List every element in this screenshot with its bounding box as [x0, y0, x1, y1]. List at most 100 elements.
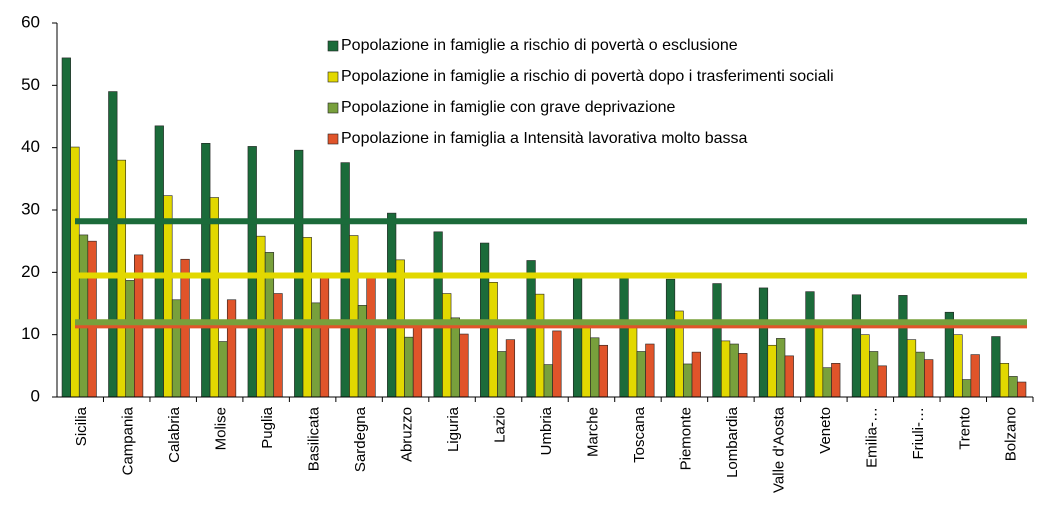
bar: [999, 363, 1010, 398]
y-tick-label: 60: [21, 12, 40, 31]
bar: [256, 235, 266, 398]
bar: [683, 363, 693, 398]
x-tick-label: Trento: [956, 407, 973, 450]
x-tick-label: Toscana: [631, 406, 648, 463]
bar: [171, 299, 182, 398]
bar: [163, 195, 173, 398]
bar: [70, 146, 80, 398]
legend-swatch: [327, 71, 339, 83]
bar: [991, 336, 1001, 398]
bar: [831, 363, 841, 398]
bar: [366, 277, 376, 398]
bar: [898, 295, 908, 398]
bar: [665, 278, 676, 398]
y-tick-label: 0: [31, 386, 40, 405]
bar: [61, 57, 71, 398]
bar: [349, 235, 359, 398]
bar: [201, 143, 211, 398]
bar: [87, 240, 97, 398]
bar: [340, 162, 350, 398]
bar: [738, 353, 748, 398]
x-tick-label: Marche: [584, 407, 601, 457]
x-tick-label: Bolzano: [1003, 407, 1020, 461]
bar: [78, 234, 89, 398]
x-tick-label: Piemonte: [677, 407, 694, 470]
bar: [953, 334, 963, 398]
bar: [590, 337, 600, 398]
bar: [915, 351, 925, 398]
y-tick-label: 30: [21, 199, 40, 218]
x-tick-label: Valle d'Aosta: [770, 406, 787, 493]
bar: [433, 231, 443, 398]
bar: [552, 330, 562, 398]
bar: [628, 326, 638, 398]
bar: [712, 283, 722, 398]
bar: [116, 159, 127, 398]
bar: [767, 344, 777, 398]
bar: [108, 91, 118, 398]
legend-swatch: [327, 133, 339, 145]
bar: [311, 302, 321, 398]
bar: [877, 365, 887, 398]
bar: [776, 338, 786, 398]
y-tick-label: 20: [21, 262, 40, 281]
bar: [572, 275, 583, 398]
bar: [758, 287, 769, 398]
bar: [598, 344, 608, 398]
bar: [813, 325, 824, 398]
legend-label: Popolazione in famiglie a rischio di pov…: [341, 37, 738, 54]
bar: [319, 274, 330, 398]
bar: [209, 197, 219, 398]
x-tick-label: Lazio: [491, 407, 508, 443]
bar: [302, 237, 312, 398]
legend-swatch: [327, 102, 339, 114]
x-tick-label: Campania: [120, 406, 137, 475]
bar: [860, 334, 870, 398]
bar: [961, 379, 972, 398]
legend: Popolazione in famiglie a rischio di pov…: [327, 37, 834, 147]
bar: [581, 325, 591, 398]
bar: [357, 305, 367, 398]
bar: [247, 146, 257, 398]
x-tick-label: Calabria: [166, 406, 183, 463]
bar: [805, 291, 815, 398]
x-tick-label: Veneto: [817, 407, 834, 454]
bar: [851, 294, 862, 398]
bar: [442, 293, 452, 398]
x-tick-label: Umbria: [538, 406, 555, 455]
bar: [691, 351, 701, 398]
bar: [218, 341, 228, 398]
bar: [450, 317, 460, 398]
legend-swatch: [327, 40, 339, 52]
bar: [1017, 381, 1027, 398]
x-tick-label: Abruzzo: [399, 407, 416, 462]
x-tick-label: Puglia: [259, 406, 276, 448]
bar: [784, 355, 794, 398]
bar: [395, 259, 405, 398]
bar: [412, 321, 423, 398]
legend-label: Popolazione in famiglie a rischio di pov…: [341, 68, 834, 85]
x-tick-label: Liguria: [445, 406, 462, 452]
legend-label: Popolazione in famiglia a Intensità lavo…: [341, 130, 748, 147]
bar: [970, 354, 980, 398]
x-tick-label: Molise: [213, 407, 230, 450]
bar: [273, 293, 283, 398]
bar: [387, 212, 397, 398]
bar: [543, 364, 553, 398]
y-tick-label: 10: [21, 324, 40, 343]
x-tick-label: Basilicata: [306, 406, 323, 471]
bar: [869, 351, 879, 398]
bar: [505, 339, 516, 398]
bar: [526, 260, 536, 398]
x-tick-label: Friuli-…: [910, 407, 927, 460]
bar: [906, 339, 917, 398]
x-tick-label: Sicilia: [73, 406, 90, 446]
bar: [822, 367, 832, 398]
y-tick-label: 40: [21, 137, 40, 156]
x-tick-label: Sardegna: [352, 406, 369, 472]
legend-label: Popolazione in famiglie con grave depriv…: [341, 99, 676, 116]
y-tick-label: 50: [21, 75, 40, 94]
x-tick-label: Lombardia: [724, 406, 741, 478]
x-tick-label: Emilia-…: [863, 407, 880, 468]
bar: [226, 299, 237, 398]
